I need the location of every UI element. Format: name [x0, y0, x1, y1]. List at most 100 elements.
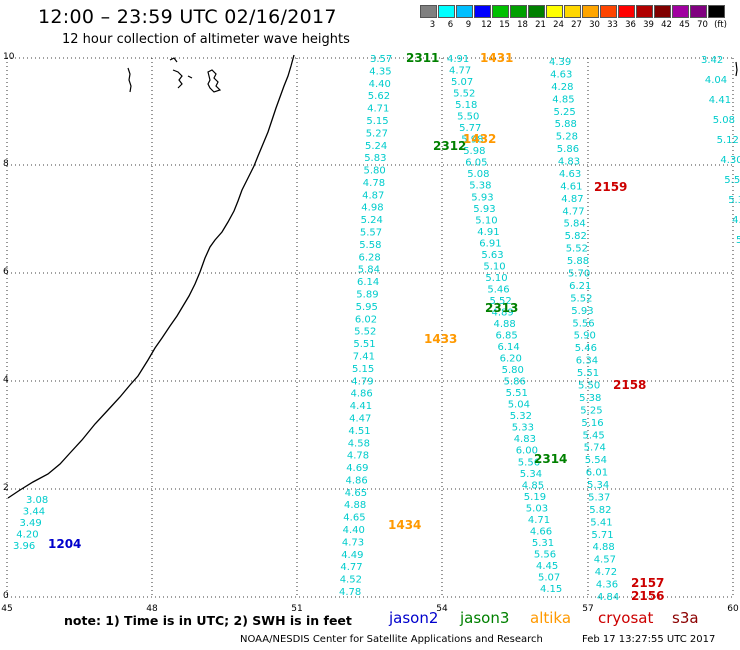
swh-value: 4.41	[709, 95, 731, 106]
scale-swatch	[654, 5, 671, 18]
swh-value: 3.42	[701, 55, 723, 66]
scale-label: 18	[517, 20, 528, 30]
swh-value: 4.39	[549, 57, 571, 68]
swh-value: 5.46	[487, 284, 509, 295]
swh-value: 4.88	[344, 500, 366, 511]
swh-value: 5.39	[728, 195, 740, 206]
island	[169, 57, 193, 89]
swh-value: 5.34	[520, 469, 542, 480]
swh-value: 4.98	[361, 203, 383, 214]
swh-value: 4.84	[597, 592, 619, 603]
pass-label-2157: 2157	[631, 576, 664, 590]
scale-swatch	[636, 5, 653, 18]
swh-value: 5.10	[485, 273, 507, 284]
swh-value: 5.44	[736, 235, 740, 246]
swh-value: 5.07	[538, 573, 560, 584]
swh-value: 5.46	[575, 343, 597, 354]
swh-value: 4.77	[340, 562, 362, 573]
pass-label-2156: 2156	[631, 589, 664, 603]
swh-value: 5.84	[564, 219, 586, 230]
swh-value: 5.58	[359, 240, 381, 251]
swh-value: 3.44	[23, 507, 45, 518]
scale-label: 9	[465, 20, 472, 30]
swh-value: 3.08	[26, 495, 48, 506]
swh-value: 5.08	[713, 115, 735, 126]
swh-value: 4.89	[492, 308, 514, 319]
swh-value: 4.88	[593, 542, 615, 553]
scale-swatch	[528, 5, 545, 18]
scale-swatch	[492, 5, 509, 18]
swh-value: 5.38	[469, 181, 491, 192]
swh-value: 4.40	[343, 525, 365, 536]
swh-value: 5.37	[588, 493, 610, 504]
swh-value: 4.61	[560, 181, 582, 192]
swh-value: 5.04	[508, 400, 530, 411]
swh-value: 4.15	[540, 584, 562, 595]
swh-value: 4.20	[16, 530, 38, 541]
swh-value: 5.84	[358, 265, 380, 276]
swh-value: 5.19	[524, 492, 546, 503]
swh-value: 4.78	[363, 178, 385, 189]
scale-label: 12	[481, 20, 492, 30]
swh-value: 5.10	[475, 215, 497, 226]
pass-label-2314: 2314	[534, 452, 567, 466]
swh-value: 5.90	[574, 331, 596, 342]
island	[735, 61, 738, 77]
y-tick-label: 4	[3, 375, 9, 385]
swh-value: 5.33	[512, 423, 534, 434]
swh-value: 4.91	[477, 227, 499, 238]
scale-swatch	[582, 5, 599, 18]
x-tick-label: 45	[1, 604, 12, 614]
map-grid: 45 48 51 54 57 60 0 2 4 6 8 10	[1, 52, 739, 614]
swh-value: 5.74	[584, 443, 606, 454]
swh-value: 4.77	[449, 66, 471, 77]
legend-s3a: s3a	[672, 609, 699, 627]
swh-value: 5.86	[504, 377, 526, 388]
legend-cryosat: cryosat	[598, 609, 654, 627]
scale-swatch	[600, 5, 617, 18]
map-subtitle: 12 hour collection of altimeter wave hei…	[62, 32, 350, 47]
swh-value: 4.04	[705, 75, 727, 86]
swh-value: 6.05	[465, 158, 487, 169]
swh-value: 5.10	[483, 261, 505, 272]
swh-value: 4.30	[720, 155, 740, 166]
scale-label: (ft)	[714, 20, 727, 30]
swh-value: 5.15	[366, 116, 388, 127]
scale-swatch	[546, 5, 563, 18]
swh-value: 5.62	[368, 91, 390, 102]
scale-label: 42	[661, 20, 672, 30]
swh-value: 3.49	[20, 518, 42, 529]
swh-value: 4.85	[522, 480, 544, 491]
swh-value: 5.63	[481, 250, 503, 261]
credit-line: NOAA/NESDIS Center for Satellite Applica…	[240, 634, 543, 645]
swh-value: 5.25	[580, 405, 602, 416]
swh-value: 5.52	[566, 244, 588, 255]
swh-value: 4.63	[559, 169, 581, 180]
x-tick-label: 57	[582, 604, 593, 614]
swh-value: 4.49	[341, 550, 363, 561]
scale-swatch	[672, 5, 689, 18]
scale-swatch	[510, 5, 527, 18]
pass-label-1433: 1433	[424, 332, 457, 346]
pass-label-1434: 1434	[388, 518, 421, 532]
swh-value: 4.78	[347, 451, 369, 462]
swh-value: 5.56	[534, 549, 556, 560]
swh-value: 4.36	[596, 580, 618, 591]
pass-label-1431: 1431	[480, 51, 513, 65]
swh-value: 3.57	[370, 54, 392, 65]
swh-value: 5.16	[581, 418, 603, 429]
swh-value: 5.12	[717, 135, 739, 146]
swh-value: 4.45	[536, 561, 558, 572]
swh-value: 4.40	[369, 79, 391, 90]
scale-label: 30	[589, 20, 600, 30]
swh-value: 4.86	[346, 475, 368, 486]
scale-swatch	[618, 5, 635, 18]
swh-value: 5.28	[556, 132, 578, 143]
swh-value: 4.63	[550, 69, 572, 80]
scale-label: 27	[571, 20, 582, 30]
swh-value: 5.08	[467, 169, 489, 180]
pass-label-1432: 1432	[463, 132, 496, 146]
swh-value: 5.57	[724, 175, 740, 186]
swh-value: 7.41	[353, 352, 375, 363]
